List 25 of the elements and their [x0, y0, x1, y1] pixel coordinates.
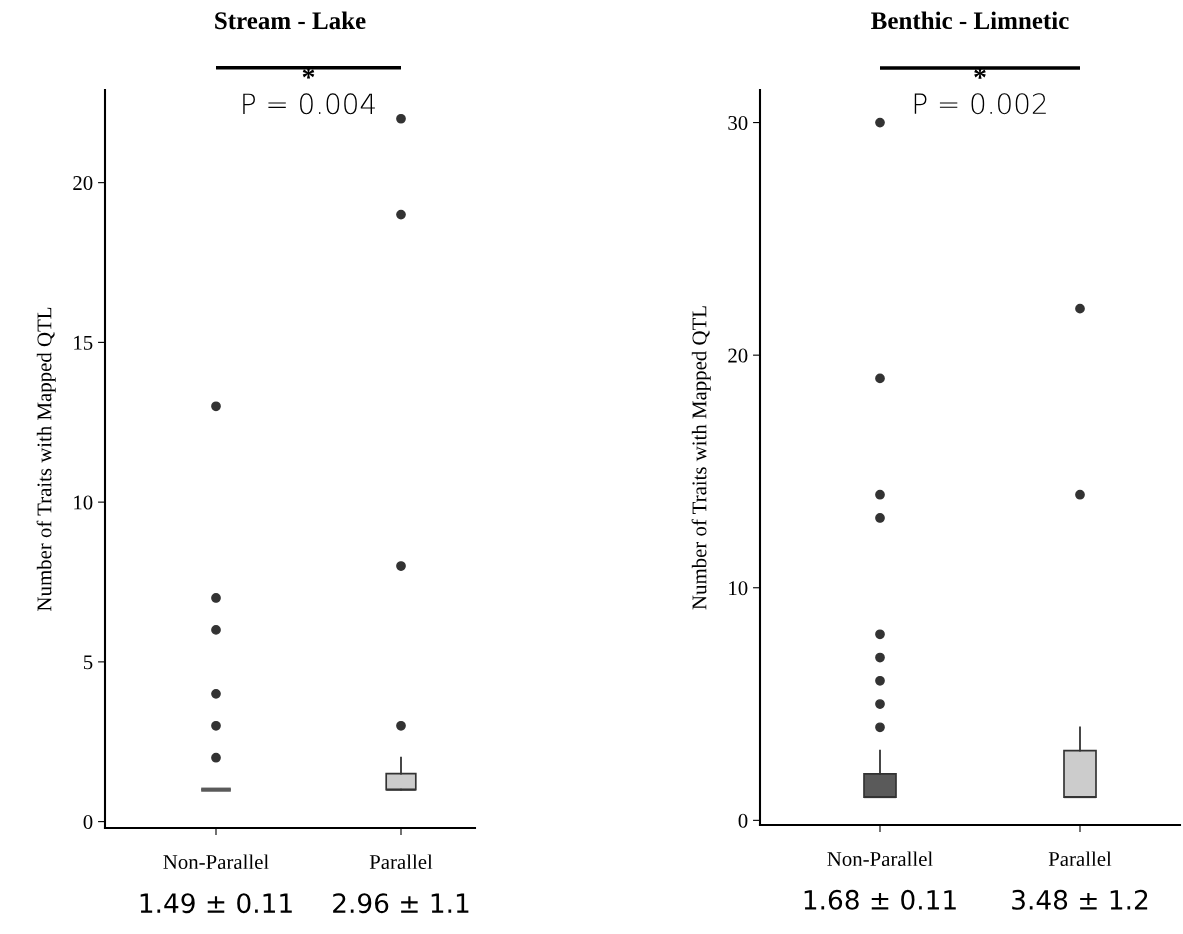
text: 1.49 ± 0.11 — [140, 893, 292, 914]
text: 2.96 ± 1.1 — [333, 893, 469, 914]
y-tick-label: 10 — [74, 495, 93, 510]
annotation: P = 0.004 — [243, 93, 375, 115]
y-axis-title: Number of Traits with Mapped QTL — [36, 307, 56, 611]
x-tick-label: Non-Parallel — [827, 851, 933, 867]
chart-title: Benthic - Limnetic — [871, 11, 1069, 30]
y-tick-label: 5 — [83, 655, 93, 670]
text: 1.68 ± 0.11 — [804, 889, 956, 910]
y-tick-label: 20 — [728, 348, 748, 363]
y-tick-label: 30 — [728, 115, 748, 130]
x-tick-label: Parallel — [1048, 851, 1112, 867]
text: * — [302, 68, 315, 79]
y-tick-label: 10 — [729, 581, 748, 596]
y-tick-label: 0 — [738, 813, 748, 828]
y-tick-label: 0 — [83, 814, 93, 830]
text: * — [974, 68, 986, 79]
y-tick-label: 20 — [73, 176, 93, 191]
annotation: P = 0.002 — [914, 93, 1046, 115]
x-tick-label: Parallel — [369, 854, 433, 870]
y-tick-label: 15 — [74, 335, 93, 350]
text: 3.48 ± 1.2 — [1012, 889, 1148, 910]
y-axis-title: Number of Traits with Mapped QTL — [691, 306, 711, 610]
x-tick-label: Non-Parallel — [163, 854, 269, 870]
chart-title: Stream - Lake — [215, 11, 366, 30]
